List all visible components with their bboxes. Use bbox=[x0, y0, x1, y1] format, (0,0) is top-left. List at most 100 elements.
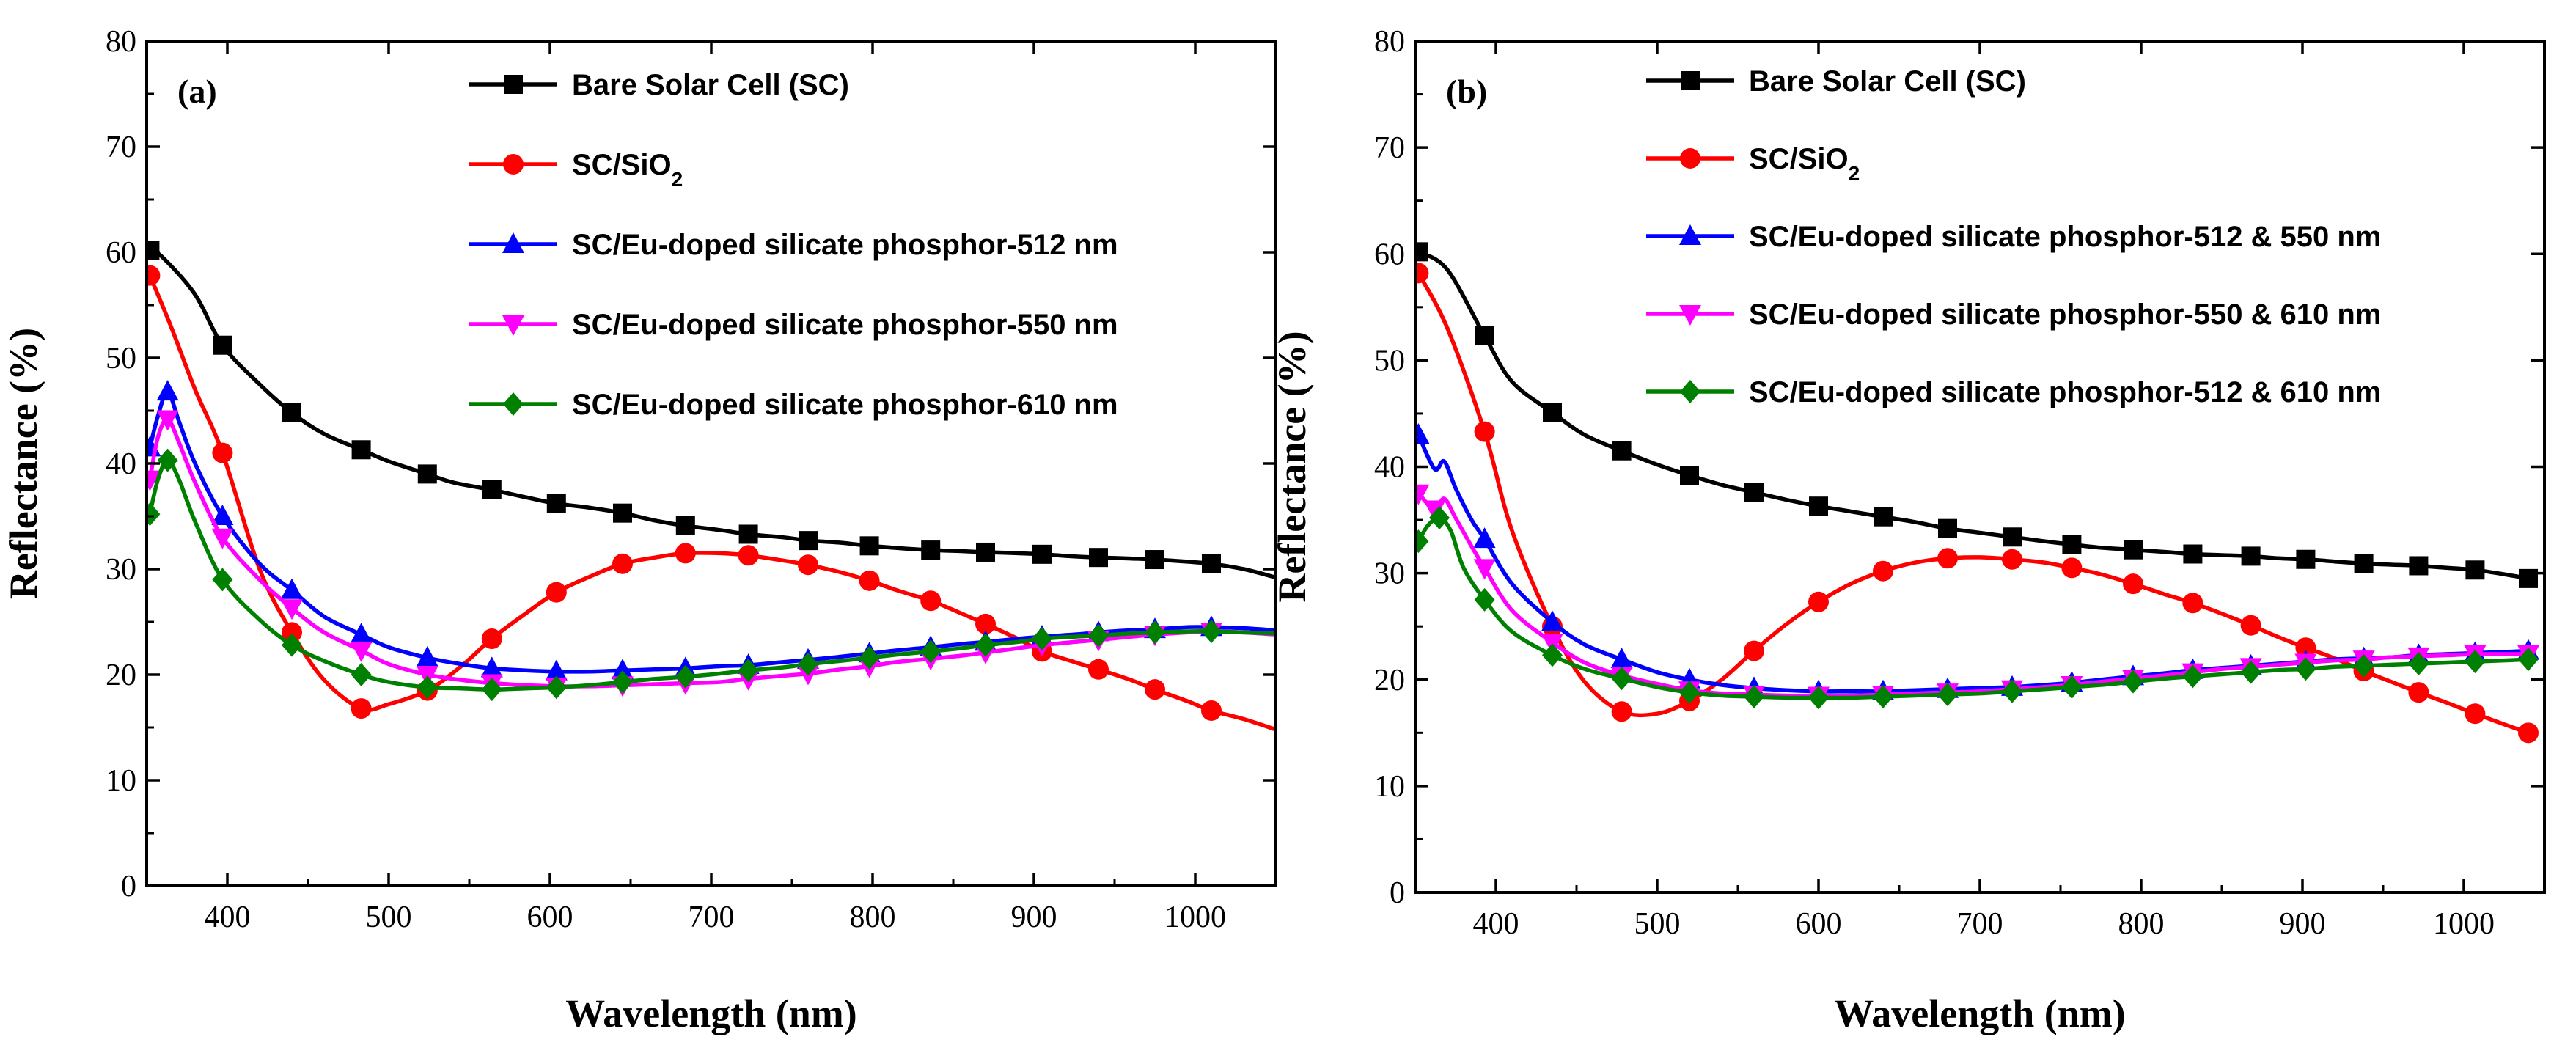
data-point bbox=[859, 570, 880, 591]
legend-label: SC/SiO2 bbox=[572, 149, 683, 191]
data-point bbox=[675, 664, 696, 689]
x-tick-label: 600 bbox=[1796, 907, 1842, 941]
plot-frame bbox=[145, 40, 1277, 887]
data-point bbox=[351, 663, 372, 686]
legend-item: SC/SiO2 bbox=[1646, 143, 1860, 185]
data-point bbox=[1809, 496, 1828, 516]
data-point bbox=[147, 502, 161, 527]
legend-item: Bare Solar Cell (SC) bbox=[1646, 65, 2026, 98]
data-point bbox=[351, 440, 371, 460]
y-tick-label: 10 bbox=[1374, 770, 1405, 804]
x-tick-label: 600 bbox=[527, 901, 573, 934]
data-point bbox=[1202, 554, 1221, 573]
data-point bbox=[2295, 637, 2316, 659]
data-point bbox=[2241, 546, 2261, 566]
series-line bbox=[147, 458, 1276, 692]
data-point bbox=[2408, 682, 2429, 703]
series-line bbox=[147, 417, 1276, 689]
data-point bbox=[1473, 527, 1496, 549]
y-tick-label: 0 bbox=[1390, 876, 1405, 910]
data-point bbox=[2295, 657, 2316, 681]
data-point bbox=[1201, 619, 1222, 643]
data-point bbox=[976, 542, 995, 562]
data-point bbox=[281, 578, 303, 599]
legend-label: SC/Eu-doped silicate phosphor-512 & 610 … bbox=[1749, 376, 2381, 408]
data-point bbox=[2123, 670, 2143, 694]
data-point bbox=[1088, 659, 1109, 680]
y-tick-label: 60 bbox=[1374, 238, 1405, 271]
data-point bbox=[1680, 466, 1699, 485]
data-point bbox=[350, 623, 373, 644]
data-point bbox=[147, 265, 161, 286]
legend-label: SC/Eu-doped silicate phosphor-550 & 610 … bbox=[1749, 298, 2381, 331]
data-point bbox=[2183, 544, 2203, 564]
x-tick-label: 500 bbox=[366, 901, 412, 934]
x-tick-label: 500 bbox=[1634, 907, 1681, 941]
data-point bbox=[612, 659, 634, 680]
data-point bbox=[1145, 550, 1164, 570]
legend-label: SC/Eu-doped silicate phosphor-512 nm bbox=[572, 229, 1118, 261]
data-point bbox=[859, 536, 879, 556]
data-point bbox=[2354, 554, 2374, 573]
panel-a: 400 500 600 700 800 900 1000 0 10 20 30 40 50 60 70 80 W… bbox=[1, 25, 1277, 1035]
legend-label: Bare Solar Cell (SC) bbox=[572, 69, 849, 101]
data-point bbox=[612, 670, 633, 694]
legend: Bare Solar Cell (SC) SC/SiO2 SC/Eu-doped s… bbox=[469, 69, 1118, 421]
x-tick-label: 1000 bbox=[2433, 907, 2495, 941]
data-point bbox=[1474, 587, 1495, 612]
data-point bbox=[1611, 701, 1632, 722]
y-tick-label: 50 bbox=[1374, 344, 1405, 378]
data-point bbox=[1032, 627, 1052, 651]
y-tick-label: 80 bbox=[1374, 25, 1405, 59]
data-point bbox=[1032, 544, 1052, 564]
data-point bbox=[481, 678, 502, 702]
data-point bbox=[157, 448, 178, 472]
data-point bbox=[281, 599, 303, 620]
y-tick-label: 70 bbox=[1374, 131, 1405, 165]
data-point bbox=[2061, 557, 2083, 579]
data-point bbox=[1415, 529, 1429, 554]
y-tick-label: 30 bbox=[1374, 557, 1405, 591]
data-point bbox=[351, 698, 372, 719]
data-point bbox=[2182, 664, 2203, 689]
legend-marker bbox=[503, 154, 524, 175]
legend-marker bbox=[502, 232, 524, 253]
data-point bbox=[2296, 549, 2316, 569]
data-point bbox=[1611, 667, 1632, 691]
data-point bbox=[1415, 263, 1429, 284]
data-point bbox=[417, 675, 438, 700]
data-point bbox=[2518, 648, 2539, 672]
data-point bbox=[920, 590, 942, 612]
data-point bbox=[2465, 703, 2486, 725]
data-point bbox=[282, 403, 301, 422]
data-point bbox=[1145, 620, 1165, 645]
data-point bbox=[2519, 568, 2538, 588]
legend-marker bbox=[1680, 380, 1700, 403]
data-point bbox=[921, 540, 941, 560]
data-point bbox=[1415, 242, 1428, 262]
data-point bbox=[416, 645, 438, 667]
data-point bbox=[2182, 593, 2203, 614]
legend-item: SC/Eu-doped silicate phosphor-550 & 610 … bbox=[1646, 298, 2381, 331]
plot-frame bbox=[1414, 40, 2546, 894]
data-point bbox=[480, 656, 503, 678]
y-tick-label: 40 bbox=[106, 447, 136, 481]
data-point bbox=[1423, 500, 1446, 521]
data-point bbox=[156, 410, 179, 431]
legend-marker bbox=[1679, 224, 1701, 245]
series-line bbox=[1417, 491, 2528, 698]
data-point bbox=[282, 633, 302, 657]
data-point bbox=[613, 503, 632, 523]
panel-label: (a) bbox=[177, 73, 217, 110]
data-point bbox=[2240, 615, 2261, 636]
data-point bbox=[1808, 686, 1829, 710]
y-tick-label: 80 bbox=[106, 25, 136, 59]
data-point bbox=[920, 639, 942, 664]
data-point bbox=[2061, 675, 2083, 699]
data-point bbox=[1542, 643, 1563, 667]
legend-item: SC/Eu-doped silicate phosphor-550 nm bbox=[469, 309, 1118, 341]
panel-label: (b) bbox=[1446, 73, 1487, 110]
data-point bbox=[1937, 683, 1958, 707]
legend-item: Bare Solar Cell (SC) bbox=[469, 69, 849, 101]
